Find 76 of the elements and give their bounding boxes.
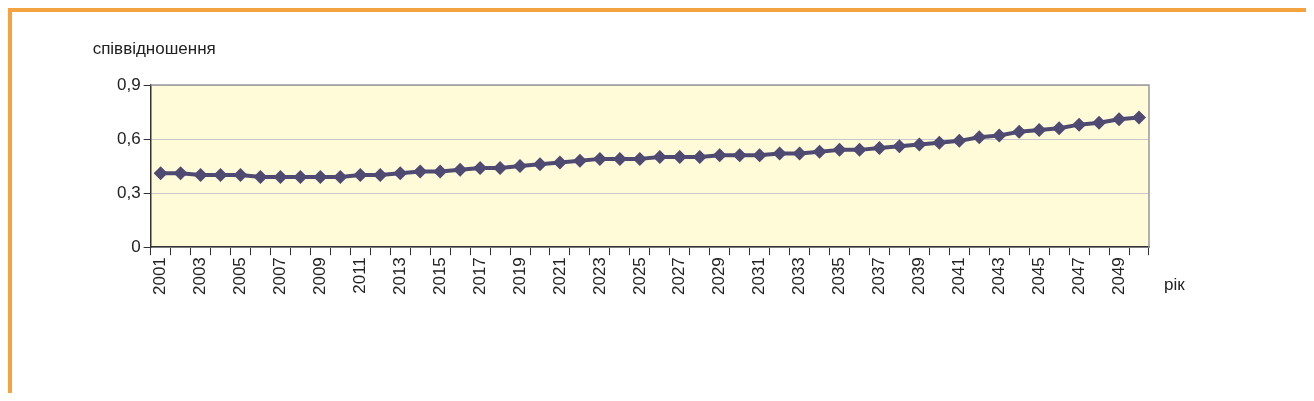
point <box>912 137 927 152</box>
x-tick-label: 2041 <box>949 257 968 296</box>
point <box>293 169 308 184</box>
x-tick-label: 2043 <box>988 257 1008 296</box>
point <box>253 169 268 184</box>
point <box>972 130 987 145</box>
point <box>752 148 767 163</box>
point <box>273 169 288 184</box>
point <box>1092 115 1107 130</box>
point <box>153 166 168 181</box>
point <box>493 160 508 175</box>
y-axis-title: співвідношення <box>92 39 216 59</box>
x-tick-label: 2035 <box>829 257 849 296</box>
point <box>832 142 847 157</box>
point <box>712 148 727 163</box>
point <box>572 153 587 168</box>
y-tick-label: 0,3 <box>116 182 141 202</box>
x-tick-label: 2015 <box>429 257 449 296</box>
point <box>1012 124 1027 139</box>
x-tick-label: 2019 <box>509 257 529 296</box>
point <box>213 168 228 183</box>
point <box>173 166 188 181</box>
x-tick-label: 2011 <box>349 257 369 294</box>
point <box>1032 123 1047 138</box>
point <box>772 146 787 161</box>
point <box>992 128 1007 143</box>
point <box>732 148 747 163</box>
x-tick-label: 2027 <box>669 257 689 296</box>
x-tick-label: 2023 <box>589 257 609 296</box>
x-tick-label: 2049 <box>1108 257 1128 296</box>
point <box>552 155 567 170</box>
x-axis-title: рік <box>1164 274 1186 294</box>
point <box>513 159 528 174</box>
x-tick-label: 2017 <box>469 257 489 296</box>
x-tick-label: 2003 <box>190 257 210 296</box>
point <box>592 151 607 166</box>
point <box>1072 117 1087 132</box>
point <box>433 164 448 179</box>
point <box>413 164 428 179</box>
point <box>892 139 907 154</box>
x-tick-label: 2009 <box>310 257 330 296</box>
point <box>812 144 827 159</box>
point <box>952 133 967 148</box>
x-tick-label: 2047 <box>1068 257 1088 296</box>
x-tick-label: 2025 <box>629 257 649 296</box>
x-tick-label: 2039 <box>909 257 929 296</box>
point <box>233 168 248 183</box>
point <box>852 142 867 157</box>
x-tick-label: 2033 <box>789 257 809 296</box>
x-tick-label: 2001 <box>150 257 170 296</box>
point <box>1132 110 1147 125</box>
point <box>333 169 348 184</box>
point <box>652 150 667 165</box>
point <box>1052 121 1067 136</box>
point <box>313 169 328 184</box>
point <box>1112 112 1127 127</box>
point <box>353 168 368 183</box>
y-tick-label: 0,6 <box>116 128 141 148</box>
y-tick-label: 0 <box>131 236 141 256</box>
point <box>193 168 208 183</box>
point <box>393 166 408 181</box>
point <box>932 135 947 150</box>
x-tick-label: 2037 <box>869 257 889 296</box>
x-tick-label: 2031 <box>749 257 769 296</box>
y-tick-label: 0,9 <box>116 74 141 94</box>
point <box>792 146 807 161</box>
point <box>453 162 468 177</box>
x-tick-label: 2045 <box>1028 257 1048 296</box>
point <box>373 168 388 183</box>
x-tick-label: 2013 <box>389 257 409 296</box>
point <box>872 141 887 156</box>
x-tick-label: 2029 <box>709 257 729 296</box>
x-tick-label: 2021 <box>549 257 569 296</box>
point <box>533 157 547 172</box>
x-tick-label: 2007 <box>270 257 290 296</box>
x-tick-label: 2005 <box>230 257 250 296</box>
